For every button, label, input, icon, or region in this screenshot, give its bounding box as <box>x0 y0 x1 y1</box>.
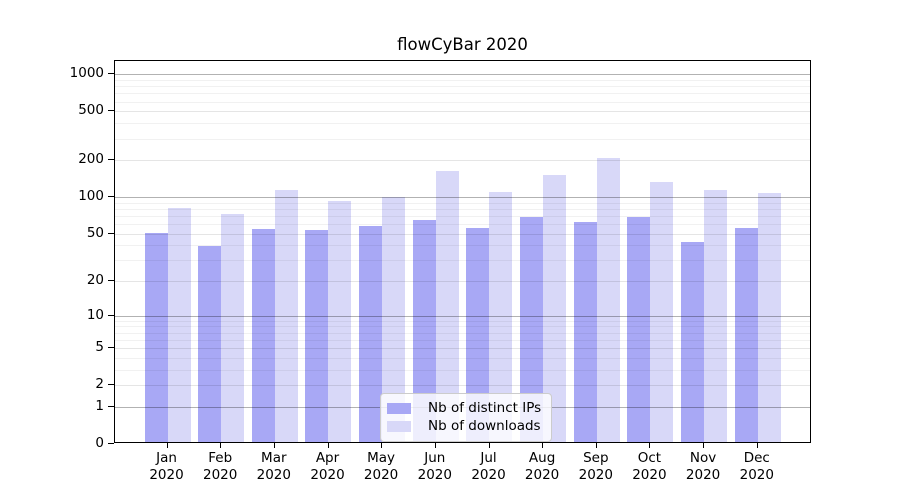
x-tick-mark-feb <box>220 443 222 448</box>
y-tick-label-1000: 1000 <box>69 65 104 82</box>
legend-entry-distinct-ips: Nb of distinct IPs <box>387 400 541 417</box>
x-tick-label-feb: Feb 2020 <box>203 450 238 483</box>
bar-downloads-nov <box>704 189 728 442</box>
legend-swatch-distinct-ips <box>387 403 411 414</box>
x-tick-label-may: May 2020 <box>363 450 399 483</box>
y-tick-mark-1000 <box>108 73 114 75</box>
legend-entry-downloads: Nb of downloads <box>387 418 541 435</box>
y-tick-mark-1 <box>108 405 114 407</box>
y-tick-mark-0 <box>108 443 114 444</box>
x-tick-label-jan: Jan 2020 <box>149 450 184 483</box>
x-tick-label-nov: Nov 2020 <box>685 450 721 483</box>
bar-downloads-jan <box>167 207 191 442</box>
x-tick-label-jun: Jun 2020 <box>417 450 452 483</box>
y-tick-mark-5 <box>108 347 114 349</box>
bar-downloads-mar <box>274 190 298 442</box>
x-tick-label-dec: Dec 2020 <box>739 450 774 483</box>
y-tick-label-200: 200 <box>78 151 104 168</box>
bar-downloads-jul <box>489 192 513 442</box>
bar-distinct-ips-nov <box>681 242 705 442</box>
y-tick-mark-200 <box>108 159 114 161</box>
chart-title: flowCyBar 2020 <box>397 35 528 54</box>
bar-distinct-ips-jul <box>466 227 490 442</box>
y-tick-label-5: 5 <box>95 339 104 356</box>
x-tick-mark-nov <box>703 443 705 448</box>
bar-distinct-ips-mar <box>251 228 275 442</box>
x-tick-mark-oct <box>649 443 651 448</box>
bar-distinct-ips-sep <box>573 222 597 442</box>
y-tick-label-50: 50 <box>86 224 104 241</box>
x-tick-label-apr: Apr 2020 <box>310 450 345 483</box>
x-tick-mark-jan <box>166 443 168 448</box>
x-tick-mark-mar <box>273 443 275 448</box>
bar-distinct-ips-may <box>359 225 383 442</box>
y-tick-label-2: 2 <box>95 376 104 393</box>
y-tick-label-0: 0 <box>95 435 104 451</box>
legend: Nb of distinct IPs Nb of downloads <box>380 393 553 442</box>
bars-layer <box>115 61 810 442</box>
bar-downloads-aug <box>543 175 567 442</box>
x-tick-mark-jun <box>434 443 436 448</box>
bar-distinct-ips-jan <box>144 232 168 442</box>
bar-downloads-oct <box>650 181 674 442</box>
x-tick-label-jul: Jul 2020 <box>471 450 506 483</box>
plot-area: Nb of distinct IPs Nb of downloads <box>114 60 811 443</box>
y-tick-label-1: 1 <box>95 397 104 414</box>
bar-downloads-dec <box>757 193 781 442</box>
y-tick-mark-2 <box>108 384 114 386</box>
bar-distinct-ips-feb <box>198 246 222 442</box>
x-tick-mark-apr <box>327 443 329 448</box>
x-tick-mark-dec <box>756 443 758 448</box>
bar-downloads-may <box>382 196 406 442</box>
y-tick-label-100: 100 <box>78 188 104 205</box>
bar-downloads-apr <box>328 201 352 442</box>
legend-label-downloads: Nb of downloads <box>428 418 541 434</box>
y-tick-mark-20 <box>108 280 114 282</box>
y-tick-mark-500 <box>108 110 114 112</box>
x-tick-mark-sep <box>595 443 597 448</box>
x-tick-mark-may <box>381 443 383 448</box>
x-tick-mark-jul <box>488 443 490 448</box>
bar-distinct-ips-oct <box>627 217 651 442</box>
y-tick-label-10: 10 <box>86 306 104 323</box>
bar-downloads-feb <box>221 213 245 442</box>
x-tick-mark-aug <box>542 443 544 448</box>
x-tick-label-sep: Sep 2020 <box>578 450 613 483</box>
x-tick-label-mar: Mar 2020 <box>256 450 291 483</box>
y-tick-mark-10 <box>108 314 114 316</box>
bar-downloads-jun <box>435 171 459 442</box>
bar-distinct-ips-aug <box>520 217 544 442</box>
bar-distinct-ips-apr <box>305 229 329 442</box>
x-tick-label-aug: Aug 2020 <box>524 450 560 483</box>
bar-downloads-sep <box>596 158 620 442</box>
y-tick-mark-100 <box>108 196 114 198</box>
legend-swatch-downloads <box>387 421 411 432</box>
y-tick-label-20: 20 <box>86 272 104 289</box>
bar-distinct-ips-dec <box>734 227 758 442</box>
y-tick-label-500: 500 <box>78 102 104 119</box>
bar-distinct-ips-jun <box>412 220 436 442</box>
x-tick-label-oct: Oct 2020 <box>632 450 667 483</box>
legend-label-distinct-ips: Nb of distinct IPs <box>428 400 542 416</box>
y-tick-mark-50 <box>108 232 114 234</box>
